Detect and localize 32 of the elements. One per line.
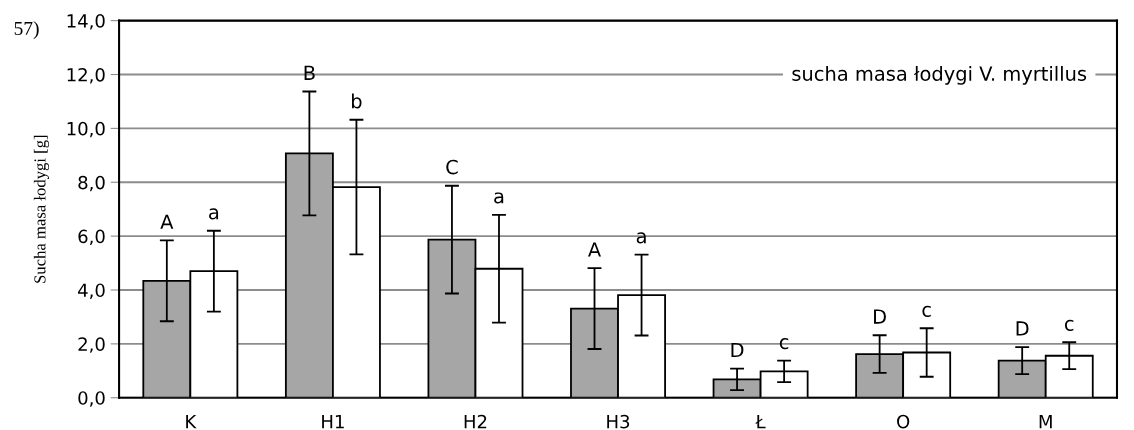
annotation: a (636, 232, 646, 244)
y-tick-label: 0,0 (78, 391, 105, 407)
annotation: C (446, 159, 458, 175)
annotation: A (160, 214, 174, 229)
annotation: sucha masa łodygi V. myrtillus (792, 65, 1087, 85)
x-tick-label: H1 (322, 414, 344, 429)
x-tick-label: H3 (607, 414, 630, 429)
y-tick-label: 6,0 (78, 229, 105, 246)
y-tick-label: 14,0 (67, 14, 105, 30)
x-tick-label: H2 (464, 414, 487, 429)
x-tick-label: O (897, 414, 910, 429)
x-tick-label: K (186, 414, 197, 429)
x-tick-label: M (1039, 414, 1052, 429)
y-tick-label: 10,0 (67, 121, 105, 138)
y-axis-title: Sucha masa łodygi [g] (33, 135, 50, 283)
y-tick-label: 4,0 (78, 283, 105, 299)
annotation: A (588, 242, 601, 257)
text: 57) (14, 21, 39, 39)
annotation: a (494, 192, 504, 204)
annotation: D (874, 309, 886, 324)
y-tick-label: 2,0 (78, 337, 105, 353)
y-tick-label: 12,0 (67, 67, 105, 84)
x-tick-label: Ł (755, 414, 766, 429)
annotation: D (1016, 321, 1029, 336)
annotation: c (1064, 319, 1074, 331)
y-tick-label: 8,0 (78, 175, 105, 192)
annotation: c (779, 338, 789, 350)
annotation: a (209, 208, 219, 220)
annotation: B (304, 65, 315, 80)
annotation: b (352, 93, 362, 109)
annotation: c (922, 305, 931, 317)
annotation: D (731, 342, 744, 358)
